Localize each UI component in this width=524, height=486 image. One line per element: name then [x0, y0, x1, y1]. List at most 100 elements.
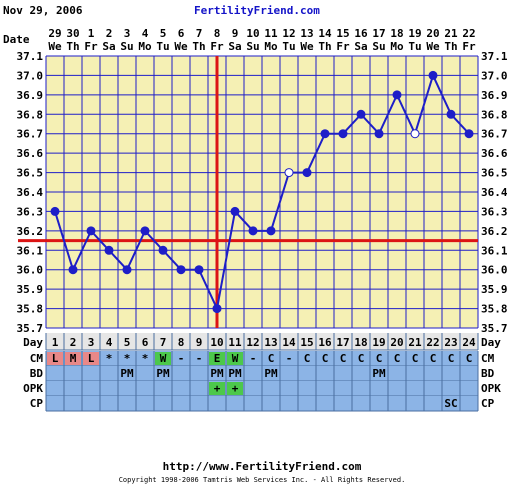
date-label: 16: [354, 27, 368, 40]
date-label: 19: [408, 27, 421, 40]
weekday-label: We: [48, 40, 62, 53]
cm-cell: M: [70, 352, 77, 365]
weekday-label: Tu: [282, 40, 295, 53]
date-label: 30: [66, 27, 79, 40]
bd-cell: PM: [210, 367, 224, 380]
temperature-point: [464, 129, 474, 139]
temperature-point: [338, 129, 348, 139]
y-tick-label-left: 36.6: [17, 147, 44, 160]
cp-row-label-right: CP: [481, 397, 495, 410]
cm-cell: *: [106, 352, 113, 365]
temperature-point: [284, 168, 294, 178]
footer-url[interactable]: http://www.FertilityFriend.com: [162, 460, 362, 473]
y-tick-label-left: 36.7: [17, 128, 44, 141]
day-cell: 13: [264, 336, 277, 349]
day-cell: 10: [210, 336, 223, 349]
cm-cell: *: [124, 352, 131, 365]
y-tick-label-left: 35.7: [17, 322, 44, 335]
date-label: 4: [142, 27, 149, 40]
cm-cell-highlight: [227, 352, 243, 365]
day-cell: 7: [160, 336, 167, 349]
cm-cell: C: [268, 352, 275, 365]
cm-cell: W: [160, 352, 167, 365]
weekday-label: Su: [372, 40, 385, 53]
chart-date: Nov 29, 2006: [3, 4, 83, 17]
date-label: 22: [462, 27, 475, 40]
weekday-label: Th: [318, 40, 331, 53]
y-tick-label-right: 35.8: [481, 303, 508, 316]
date-label: 3: [124, 27, 131, 40]
temperature-point: [320, 129, 330, 139]
y-tick-label-left: 36.4: [17, 186, 44, 199]
day-row-label-left: Day: [23, 336, 43, 349]
cm-cell: C: [466, 352, 473, 365]
weekday-label: Fr: [336, 40, 350, 53]
weekday-label: We: [300, 40, 314, 53]
cm-cell: -: [286, 352, 293, 365]
day-cell: 4: [106, 336, 113, 349]
day-cell: 18: [354, 336, 367, 349]
temperature-point: [266, 226, 276, 236]
y-tick-label-right: 36.6: [481, 147, 508, 160]
weekday-label: Sa: [102, 40, 115, 53]
footer-copyright: Copyright 1998-2006 Tamtris Web Services…: [118, 476, 406, 484]
site-name[interactable]: FertilityFriend.com: [194, 4, 320, 17]
cm-cell: C: [304, 352, 311, 365]
date-label: 29: [48, 27, 61, 40]
y-tick-label-left: 36.2: [17, 225, 44, 238]
temperature-point: [446, 109, 456, 119]
y-tick-label-left: 36.0: [17, 264, 44, 277]
date-label: 17: [372, 27, 385, 40]
day-cell: 9: [196, 336, 203, 349]
cp-row-label-left: CP: [30, 397, 44, 410]
day-cell: 3: [88, 336, 95, 349]
cm-cell-highlight: [47, 352, 63, 365]
cm-cell-highlight: [209, 352, 225, 365]
weekday-label: Mo: [264, 40, 278, 53]
date-label: 6: [178, 27, 185, 40]
day-cell: 1: [52, 336, 59, 349]
bd-row-label-left: BD: [30, 367, 44, 380]
temperature-point: [86, 226, 96, 236]
date-label: 20: [426, 27, 439, 40]
day-cell: 22: [426, 336, 439, 349]
day-cell: 2: [70, 336, 77, 349]
date-label: 10: [246, 27, 259, 40]
day-cell: 19: [372, 336, 385, 349]
y-tick-label-right: 36.2: [481, 225, 508, 238]
y-tick-label-left: 36.9: [17, 89, 44, 102]
cm-cell-highlight: [83, 352, 99, 365]
date-label: 12: [282, 27, 295, 40]
y-tick-label-left: 36.1: [17, 244, 44, 257]
y-tick-label-left: 35.9: [17, 283, 44, 296]
date-label: 18: [390, 27, 403, 40]
cm-cell: E: [214, 352, 221, 365]
date-label: 14: [318, 27, 332, 40]
y-tick-label-right: 36.7: [481, 128, 508, 141]
bd-cell: PM: [228, 367, 242, 380]
weekday-label: Th: [192, 40, 205, 53]
date-row-label: Date: [3, 33, 30, 46]
weekday-label: Th: [66, 40, 79, 53]
day-cell: 24: [462, 336, 476, 349]
cm-cell: C: [376, 352, 383, 365]
y-tick-label-left: 35.8: [17, 303, 44, 316]
opk-cell-highlight: [227, 382, 243, 395]
temperature-point: [248, 226, 258, 236]
bbt-chart: 37.1 37.1 37.0 37.0 36.9 36.9 36.8 36.8 36.7 36.7…: [3, 27, 508, 412]
date-label: 8: [214, 27, 221, 40]
date-label: 21: [444, 27, 458, 40]
day-cell: 14: [282, 336, 296, 349]
cm-cell: L: [88, 352, 95, 365]
weekday-label: Tu: [156, 40, 169, 53]
weekday-label: Mo: [390, 40, 404, 53]
weekday-label: Sa: [354, 40, 367, 53]
day-cell: 12: [246, 336, 259, 349]
cm-cell: -: [178, 352, 185, 365]
date-label: 13: [300, 27, 313, 40]
cm-cell: C: [430, 352, 437, 365]
day-cell: 11: [228, 336, 242, 349]
day-cell: 23: [444, 336, 457, 349]
cm-cell: C: [394, 352, 401, 365]
day-row-label-right: Day: [481, 336, 501, 349]
